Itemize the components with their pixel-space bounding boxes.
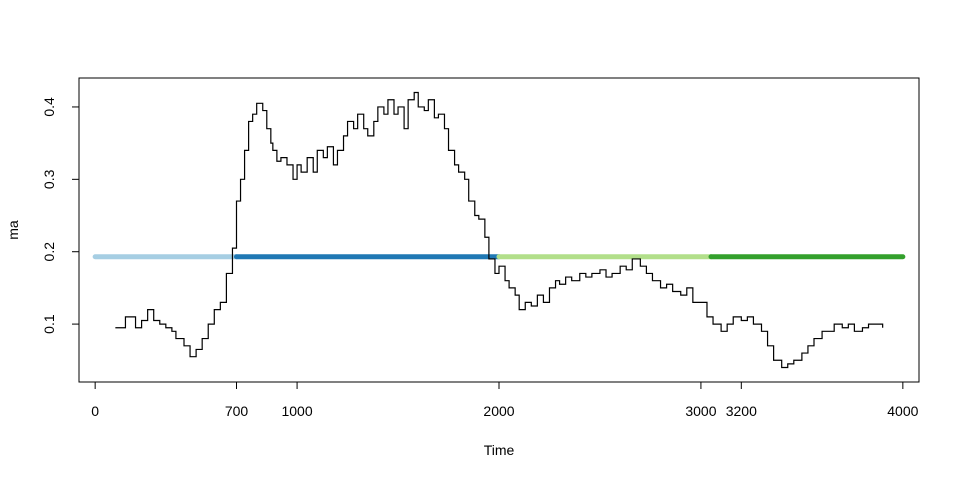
x-tick-label: 1000 xyxy=(281,403,312,419)
y-tick-label: 0.1 xyxy=(41,314,57,334)
y-tick-label: 0.4 xyxy=(41,97,57,117)
x-tick-label: 3200 xyxy=(726,403,757,419)
y-axis: 0.1 0.2 0.3 0.4 xyxy=(41,97,80,334)
x-tick-label: 4000 xyxy=(887,403,918,419)
series-lines xyxy=(115,91,884,369)
x-tick-label: 2000 xyxy=(483,403,514,419)
y-tick-label: 0.2 xyxy=(41,242,57,262)
x-tick-label: 0 xyxy=(91,403,99,419)
plot-frame xyxy=(78,77,920,383)
x-axis-label: Time xyxy=(484,442,515,458)
y-tick-label: 0.3 xyxy=(41,169,57,189)
x-tick-label: 3000 xyxy=(685,403,716,419)
x-tick-label: 700 xyxy=(225,403,249,419)
x-axis: 0 700 1000 2000 3000 3200 4000 xyxy=(91,381,919,419)
y-axis-label: ma xyxy=(5,220,21,240)
series-line-1 xyxy=(115,91,884,369)
